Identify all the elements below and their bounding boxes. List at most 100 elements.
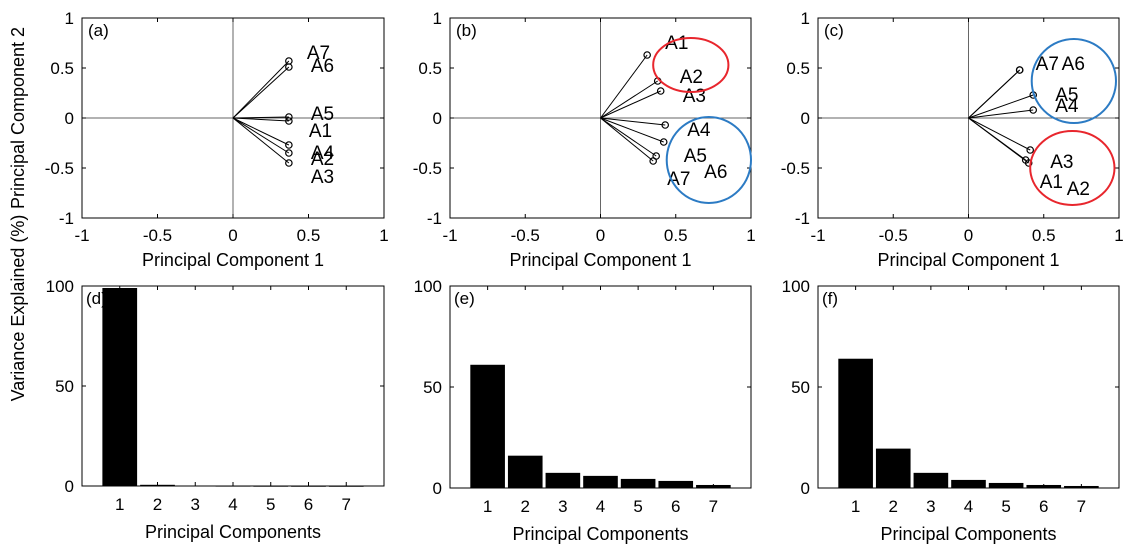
y-tick-label: 1 [433,9,442,28]
x-tick-label: 7 [1077,497,1086,516]
point-label: A2 [1067,179,1090,200]
x-tick-label: 0.5 [297,226,321,245]
point-label: A5 [311,104,334,125]
x-tick-label: 1 [851,497,860,516]
y-axis-label: Principal Component 2 [8,27,28,209]
point-label: A3 [683,86,706,107]
x-tick-label: 5 [1001,497,1010,516]
point-label: A5 [684,146,707,167]
x-axis-label: Principal Components [145,522,321,542]
loading-vector [600,117,666,126]
loading-vector [600,54,648,119]
panel-label: (c) [824,21,844,40]
bar [215,485,251,487]
bar [875,448,911,488]
point-label: A6 [1062,54,1085,75]
x-tick-label: 6 [1039,497,1048,516]
x-tick-label: 2 [521,497,530,516]
y-tick-label: 0 [65,109,74,128]
data-point [656,87,665,95]
y-tick-label: -0.5 [781,159,810,178]
y-tick-label: 0 [65,477,74,496]
x-tick-label: 1 [1114,226,1123,245]
y-tick-label: 100 [414,277,442,296]
bar [291,485,326,487]
x-tick-label: 4 [228,495,237,514]
y-tick-label: -0.5 [45,159,74,178]
x-tick-label: 6 [304,495,313,514]
data-point [1024,159,1033,167]
x-axis-label: Principal Component 1 [142,250,324,270]
x-tick-label: 3 [926,497,935,516]
loading-vector [968,117,1031,151]
x-axis-label: Principal Components [880,524,1056,544]
data-point [285,63,293,71]
bar [253,485,289,487]
bar [328,485,364,487]
bar [545,472,581,488]
loading-vector [968,109,1034,119]
loading-vector [600,80,658,119]
y-tick-label: 0 [801,109,810,128]
data-point [649,157,657,165]
point-label: A6 [704,162,727,183]
panel-label: (b) [456,21,477,40]
cluster-ellipse [1029,130,1116,206]
point-label: A4 [1055,96,1079,117]
data-point [285,113,293,121]
loading-vector [968,69,1021,119]
x-tick-label: -1 [810,226,825,245]
y-tick-label: -1 [427,209,442,228]
data-point [285,141,293,149]
y-tick-label: 50 [55,377,74,396]
y-tick-label: -1 [795,209,810,228]
loading-vector [600,117,664,143]
y-tick-label: 0.5 [786,59,810,78]
loading-vector [232,66,290,119]
y-tick-label: 50 [791,378,810,397]
bar [470,364,505,488]
point-label: A4 [311,143,335,164]
cluster-ellipse [1030,38,1117,124]
x-tick-label: 0.5 [664,226,688,245]
x-tick-label: -1 [74,226,89,245]
data-point [285,149,293,157]
y-axis-label: Variance Explained (%) [8,215,28,402]
point-label: A6 [311,56,334,77]
loading-vector [232,116,289,119]
x-tick-label: 0 [228,226,237,245]
cluster-ellipse [665,116,752,204]
panel-label: (f) [822,289,838,308]
x-tick-label: 7 [709,497,718,516]
data-point [1029,106,1038,114]
bar [583,475,618,488]
x-tick-label: 3 [191,495,200,514]
point-label: A1 [309,121,332,142]
x-tick-label: 7 [342,495,351,514]
data-point [1015,66,1024,74]
x-tick-label: -0.5 [511,226,540,245]
panel-label: (a) [88,21,109,40]
data-point [285,159,293,167]
point-label: A1 [1040,172,1063,193]
x-tick-label: 2 [889,497,898,516]
bar [951,479,986,488]
point-label: A4 [687,120,711,141]
x-axis-label: Principal Component 1 [509,250,691,270]
x-tick-label: -0.5 [879,226,908,245]
x-tick-label: 1 [746,226,755,245]
y-tick-label: 1 [801,9,810,28]
x-tick-label: 4 [596,497,605,516]
loading-vector [600,90,661,119]
y-tick-label: -0.5 [413,159,442,178]
x-tick-label: 3 [558,497,567,516]
cluster-ellipse [652,37,730,93]
bar [507,455,543,488]
loading-vector [232,117,289,122]
x-tick-label: 5 [633,497,642,516]
x-tick-label: 0.5 [1032,226,1056,245]
bar [102,288,138,486]
y-tick-label: 0.5 [50,59,74,78]
point-label: A7 [307,43,330,64]
